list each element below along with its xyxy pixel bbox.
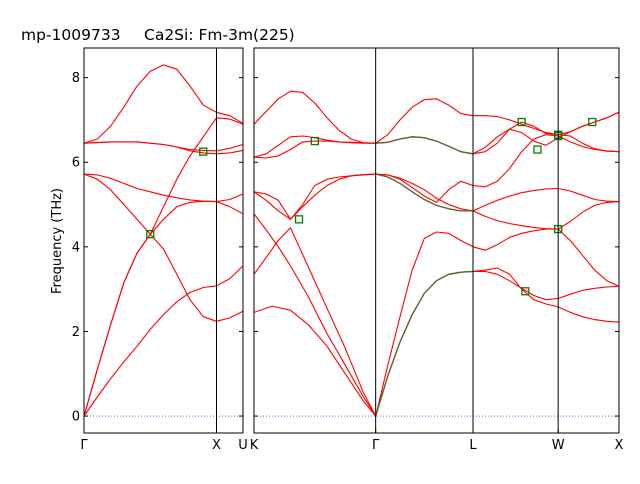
band-line — [83, 64, 244, 144]
x-tick-label: X — [212, 438, 221, 453]
panel-left: Γ X U 0 2 4 6 8 — [72, 47, 248, 453]
band-line — [253, 213, 377, 417]
degenerate-band-line — [375, 270, 474, 417]
x-tick-label: W — [552, 438, 565, 453]
crossing-marker — [294, 215, 304, 224]
x-tick-label: X — [615, 438, 624, 453]
x-tick-label: Γ — [372, 438, 380, 453]
band-line — [83, 265, 244, 417]
band-line — [83, 233, 244, 417]
band-line — [253, 305, 377, 417]
crossing-marker — [588, 117, 597, 127]
band-line — [253, 121, 620, 159]
y-tick-label: 2 — [72, 325, 80, 340]
plot-frame — [253, 47, 620, 434]
band-line — [83, 141, 244, 152]
crossing-marker — [521, 287, 530, 296]
crossing-marker — [310, 136, 319, 146]
plot-panels: Γ X U 0 2 4 6 8 K Γ L W X — [72, 47, 624, 453]
plot-frame — [83, 47, 244, 434]
crossing-marker — [146, 230, 155, 239]
chart-title-formula: Ca2Si: Fm-3m(225) — [144, 26, 295, 44]
crossing-marker — [533, 145, 542, 154]
y-tick-label: 4 — [72, 240, 80, 255]
degenerate-band-line — [375, 173, 473, 212]
y-tick-label: 6 — [72, 156, 80, 171]
band-line — [253, 134, 620, 220]
y-axis-label: Frequency (THz) — [50, 188, 65, 294]
x-tick-label: U — [238, 438, 248, 453]
band-line — [375, 270, 620, 417]
x-tick-label: L — [469, 438, 477, 453]
band-line — [253, 227, 377, 417]
x-tick-label: Γ — [80, 438, 88, 453]
band-line — [83, 117, 244, 417]
band-line — [253, 111, 620, 158]
band-line — [375, 228, 620, 417]
degenerate-band-line — [375, 136, 474, 155]
y-tick-label: 8 — [72, 71, 80, 86]
y-tick-label: 0 — [72, 410, 80, 425]
band-line — [83, 173, 244, 235]
chart-title-id: mp-1009733 — [21, 26, 121, 44]
x-tick-label: K — [250, 438, 259, 453]
crossing-marker — [517, 117, 526, 127]
crossing-marker — [199, 147, 208, 156]
band-line — [83, 141, 244, 155]
